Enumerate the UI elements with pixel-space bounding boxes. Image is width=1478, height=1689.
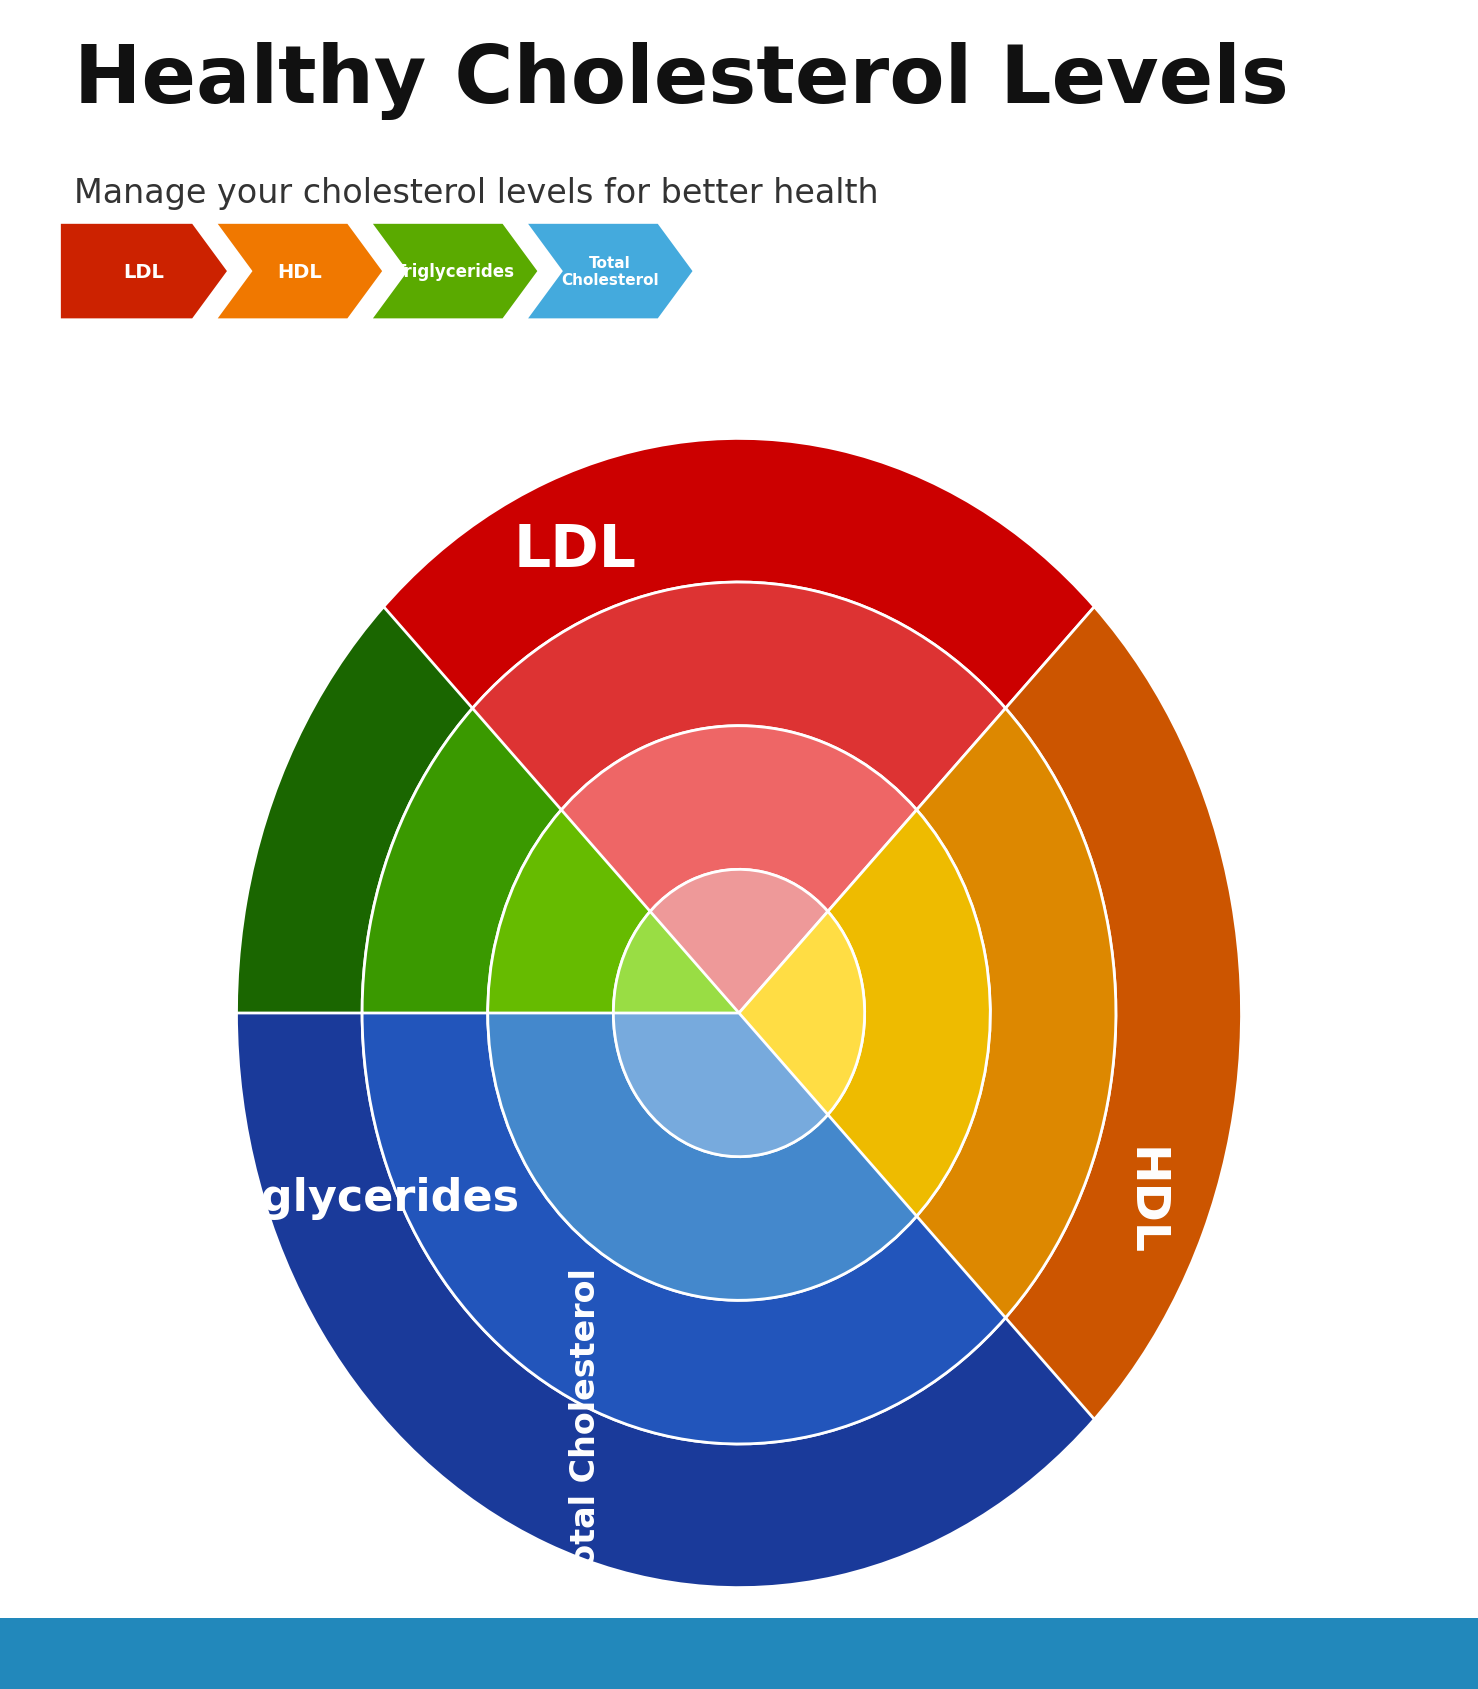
Wedge shape [613,870,828,1013]
Wedge shape [739,608,1242,1588]
Wedge shape [613,1013,828,1157]
Polygon shape [214,223,384,321]
Bar [0,1618,1478,1689]
Wedge shape [739,709,1116,1444]
Wedge shape [362,1013,1005,1444]
Text: HDL: HDL [1122,1147,1166,1255]
Wedge shape [488,1013,916,1301]
Text: LDL: LDL [514,522,637,579]
Wedge shape [236,439,1094,1013]
Wedge shape [739,811,990,1301]
Wedge shape [362,583,1005,1013]
Text: Healthy Cholesterol Levels: Healthy Cholesterol Levels [74,42,1289,120]
Text: LDL: LDL [124,262,164,282]
Text: Triglycerides: Triglycerides [200,1176,520,1219]
Text: HDL: HDL [276,262,322,282]
Wedge shape [362,709,739,1444]
Wedge shape [236,608,739,1588]
Text: Manage your cholesterol levels for better health: Manage your cholesterol levels for bette… [74,177,878,211]
Text: Triglycerides: Triglycerides [395,263,514,280]
Polygon shape [370,223,539,321]
Wedge shape [488,811,739,1301]
Wedge shape [613,912,739,1157]
Text: Total Cholesterol: Total Cholesterol [569,1267,603,1584]
Wedge shape [739,912,865,1157]
Text: Total
Cholesterol: Total Cholesterol [560,255,659,289]
Wedge shape [488,726,916,1013]
Wedge shape [236,1013,1094,1588]
Polygon shape [525,223,695,321]
Polygon shape [59,223,229,321]
